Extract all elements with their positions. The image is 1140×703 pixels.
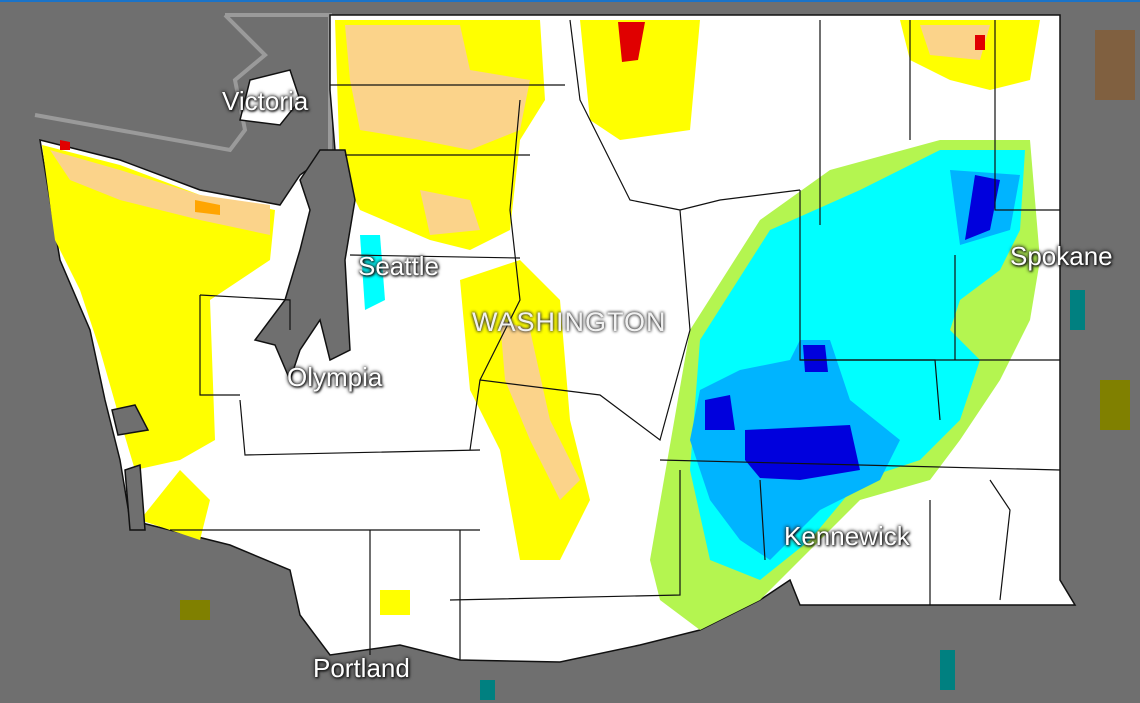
- data-patch: [1100, 380, 1130, 430]
- willapa-bay: [124, 463, 146, 531]
- oregon-patches: [180, 30, 1135, 700]
- map-shape: [199, 295, 240, 396]
- map-shape: [659, 459, 1061, 471]
- map-shape: [989, 479, 1011, 601]
- data-patch: [1095, 30, 1135, 100]
- data-patch: [1070, 290, 1085, 330]
- map-shape: [380, 590, 410, 615]
- city-label-spokane: Spokane: [1010, 241, 1113, 271]
- map-shape: [994, 20, 1060, 211]
- county-lines: [170, 19, 1061, 660]
- map-shape: [920, 25, 990, 60]
- map-shape: [479, 189, 801, 442]
- map-shape: [140, 470, 210, 540]
- map-shape: [500, 320, 580, 500]
- state-label-washington: WASHINGTON: [472, 307, 667, 337]
- map-shape: [360, 235, 385, 310]
- map-shape: [195, 200, 220, 215]
- map-shape: [759, 479, 766, 561]
- map-shape: [965, 175, 1000, 240]
- data-patch: [480, 680, 495, 700]
- map-shape: [618, 22, 645, 62]
- map-shape: [569, 19, 681, 211]
- data-patch: [940, 650, 955, 690]
- map-shape: [349, 254, 521, 259]
- map-shape: [803, 345, 828, 372]
- map-shape: [580, 20, 700, 140]
- top-accent-bar: [0, 0, 1140, 2]
- map-shape: [345, 25, 530, 150]
- border-line-strait: [34, 13, 268, 153]
- map-shape: [975, 35, 985, 50]
- city-label-victoria: Victoria: [222, 86, 309, 116]
- city-label-kennewick: Kennewick: [784, 521, 910, 551]
- wet-areas: [360, 140, 1040, 630]
- grays-harbor: [111, 404, 150, 436]
- map-shape: [60, 140, 70, 150]
- map-shape: [745, 425, 860, 480]
- data-patch: [180, 600, 210, 620]
- map-shape: [42, 145, 275, 470]
- city-label-portland: Portland: [313, 653, 410, 683]
- map-shape: [449, 470, 681, 601]
- map-shape: [239, 399, 481, 456]
- map-shape: [469, 99, 521, 451]
- map-shape: [705, 395, 735, 430]
- city-label-olympia: Olympia: [287, 362, 383, 392]
- dry-areas: [42, 20, 1040, 615]
- map-shape: [420, 190, 480, 235]
- puget-sound: [253, 149, 356, 383]
- city-label-seattle: Seattle: [358, 251, 439, 281]
- victoria-land: [239, 69, 301, 126]
- map-shape: [199, 294, 291, 330]
